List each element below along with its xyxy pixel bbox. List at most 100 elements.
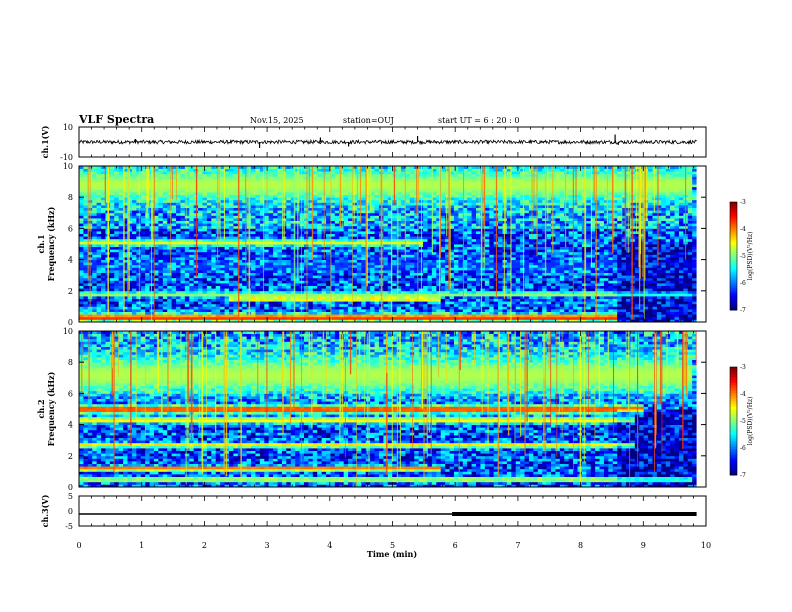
spectrogram-cell bbox=[140, 246, 146, 250]
spectrogram-cell bbox=[198, 233, 203, 237]
spectrogram-cell bbox=[180, 194, 186, 198]
spectrogram-cell bbox=[401, 293, 406, 297]
spectrogram-cell bbox=[317, 210, 323, 214]
spectrogram-cell bbox=[180, 212, 186, 216]
spectrogram-cell bbox=[167, 179, 173, 182]
spectrogram-cell bbox=[127, 215, 133, 219]
spectrogram-cell bbox=[427, 309, 433, 312]
spectrogram-cell bbox=[118, 241, 124, 245]
spectrogram-cell bbox=[228, 272, 234, 276]
spectrogram-cell bbox=[423, 249, 428, 253]
spectrogram-cell bbox=[202, 215, 208, 219]
spectrogram-cell bbox=[436, 173, 442, 177]
spectrogram-cell bbox=[131, 249, 137, 253]
spectrogram-cell bbox=[211, 257, 217, 260]
spectrogram-cell bbox=[206, 264, 212, 268]
spectrogram-cell bbox=[228, 314, 234, 318]
spectrogram-cell bbox=[423, 241, 428, 245]
spectrogram-cell bbox=[365, 194, 371, 198]
spectrogram-cell bbox=[153, 267, 159, 271]
spectrogram-cell bbox=[374, 296, 380, 299]
spectrogram-cell bbox=[326, 173, 331, 177]
spectrogram-cell bbox=[202, 270, 208, 273]
spectrogram-cell bbox=[365, 293, 371, 297]
spectrogram-cell bbox=[202, 176, 208, 180]
spectrogram-cell bbox=[352, 296, 358, 299]
spectrogram-cell bbox=[176, 293, 181, 297]
spectrogram-cell bbox=[167, 171, 173, 175]
spectrogram-cell bbox=[361, 194, 367, 198]
spectrogram-cell bbox=[317, 296, 323, 299]
spectrogram-cell bbox=[317, 275, 323, 279]
spectrogram-cell bbox=[281, 319, 287, 323]
spectrogram-cell bbox=[140, 218, 146, 221]
spectrogram-cell bbox=[370, 223, 375, 227]
spectrogram-cell bbox=[101, 257, 106, 260]
spectrogram-cell bbox=[317, 290, 323, 294]
spectrogram-cell bbox=[396, 228, 402, 232]
spectrogram-cell bbox=[405, 309, 411, 312]
spectrogram-cell bbox=[184, 218, 190, 221]
spectrogram-cell bbox=[264, 316, 270, 320]
spectrogram-cell bbox=[264, 210, 270, 214]
spectrogram-cell bbox=[127, 290, 133, 294]
spectrogram-cell bbox=[356, 171, 362, 175]
spectrogram-cell bbox=[312, 309, 318, 312]
spectrogram-cell bbox=[383, 236, 389, 240]
spectrogram-cell bbox=[339, 186, 345, 190]
spectrogram-cell bbox=[361, 166, 367, 169]
spectrogram-cell bbox=[228, 316, 234, 320]
spectrogram-cell bbox=[317, 319, 323, 323]
spectrogram-cell bbox=[361, 186, 367, 190]
spectrogram-cell bbox=[118, 303, 124, 307]
spectrogram-cell bbox=[131, 192, 137, 195]
spectrogram-cell bbox=[83, 192, 89, 195]
spectrogram-cell bbox=[343, 293, 349, 297]
spectrogram-cell bbox=[92, 199, 98, 203]
spectrogram-cell bbox=[180, 205, 186, 208]
spectrogram-cell bbox=[286, 275, 292, 279]
spectrogram-cell bbox=[436, 225, 442, 229]
spectrogram-cell bbox=[167, 254, 173, 258]
spectrogram-cell bbox=[131, 231, 137, 234]
spectrogram-cell bbox=[348, 272, 353, 276]
spectrogram-cell bbox=[317, 181, 323, 185]
spectrogram-cell bbox=[228, 298, 234, 302]
spectrogram-cell bbox=[140, 293, 146, 297]
spectrogram-cell bbox=[427, 207, 433, 211]
spectrogram-cell bbox=[387, 168, 393, 172]
spectrogram-cell bbox=[131, 316, 137, 320]
spectrogram-cell bbox=[365, 311, 371, 315]
spectrogram-cell bbox=[308, 316, 314, 320]
spectrogram-cell bbox=[83, 257, 89, 260]
spectrogram-cell bbox=[387, 199, 393, 203]
spectrogram-cell bbox=[101, 173, 106, 177]
spectrogram-cell bbox=[220, 231, 225, 234]
spectrogram-cell bbox=[352, 223, 358, 227]
spectrogram-cell bbox=[123, 205, 128, 208]
spectrogram-cell bbox=[162, 238, 168, 242]
spectrogram-cell bbox=[162, 179, 168, 182]
spectrogram-cell bbox=[374, 173, 380, 177]
spectrogram-cell bbox=[326, 293, 331, 297]
spectrogram-cell bbox=[251, 264, 256, 268]
spectrogram-cell bbox=[202, 194, 208, 198]
spectrogram-cell bbox=[220, 176, 225, 180]
spectrogram-cell bbox=[92, 285, 98, 289]
spectrogram-cell bbox=[405, 202, 411, 206]
spectrogram-cell bbox=[281, 280, 287, 284]
spectrogram-cell bbox=[343, 205, 349, 208]
spectrogram-cell bbox=[370, 212, 375, 216]
spectrogram-cell bbox=[339, 236, 345, 240]
spectrogram-cell bbox=[427, 168, 433, 172]
spectrogram-cell bbox=[361, 283, 367, 286]
spectrogram-cell bbox=[286, 259, 292, 263]
spectrogram-cell bbox=[224, 194, 230, 198]
spectrogram-cell bbox=[427, 202, 433, 206]
spectrogram-cell bbox=[136, 194, 142, 198]
spectrogram-cell bbox=[427, 311, 433, 315]
spectrogram-cell bbox=[233, 270, 239, 273]
spectrogram-cell bbox=[83, 205, 89, 208]
spectrogram-cell bbox=[273, 283, 278, 286]
spectrogram-cell bbox=[101, 251, 106, 255]
